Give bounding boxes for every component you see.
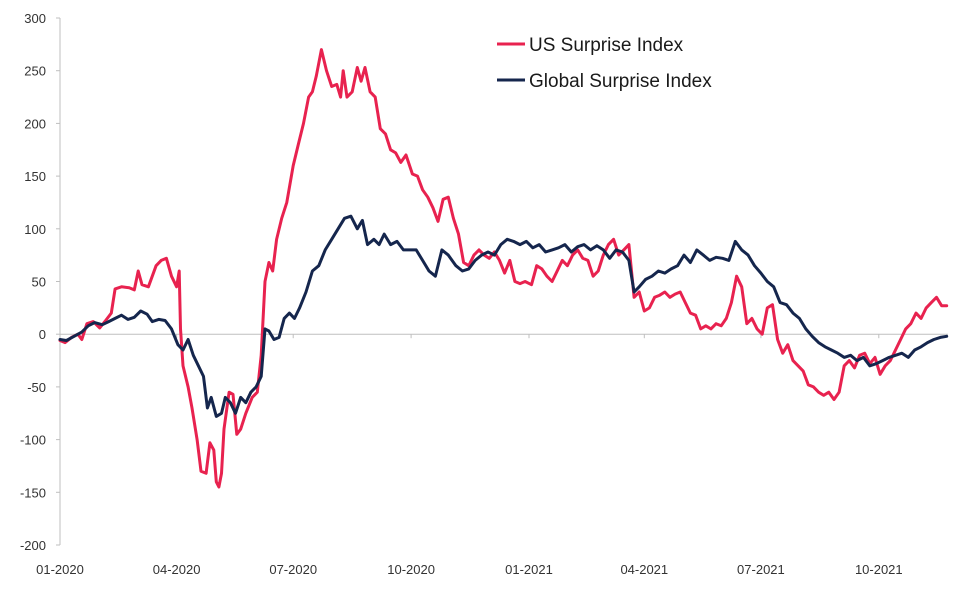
x-tick-labels: 01-2020 04-2020 07-2020 10-2020 01-2021 04-20… [36,562,903,577]
x-tick-label: 10-2021 [855,562,903,577]
y-axis [56,17,61,546]
global-surprise-index-line [58,214,949,418]
y-tick-label: -200 [20,538,46,553]
x-tick-label: 01-2020 [36,562,84,577]
x-axis [59,333,948,339]
x-tick-label: 04-2020 [153,562,201,577]
legend: US Surprise Index Global Surprise Index [497,35,712,92]
y-tick-label: 0 [39,327,46,342]
y-tick-label: 200 [24,116,46,131]
y-tick-label: -150 [20,485,46,500]
x-tick-label: 07-2020 [269,562,317,577]
legend-label-us: US Surprise Index [529,35,684,56]
y-tick-label: 150 [24,169,46,184]
legend-label-global: Global Surprise Index [529,71,712,92]
y-tick-labels: 300 250 200 150 100 50 0 -50 -100 -150 -200 [20,11,46,553]
y-tick-label: 300 [24,11,46,26]
x-tick-label: 07-2021 [737,562,785,577]
us-surprise-index-line [58,48,949,489]
y-tick-label: -50 [27,380,46,395]
y-tick-label: -100 [20,433,46,448]
y-tick-label: 250 [24,64,46,79]
x-tick-label: 04-2021 [620,562,668,577]
series-lines [58,48,949,489]
y-tick-label: 100 [24,222,46,237]
y-tick-label: 50 [32,275,46,290]
x-tick-label: 10-2020 [387,562,435,577]
x-tick-label: 01-2021 [505,562,553,577]
